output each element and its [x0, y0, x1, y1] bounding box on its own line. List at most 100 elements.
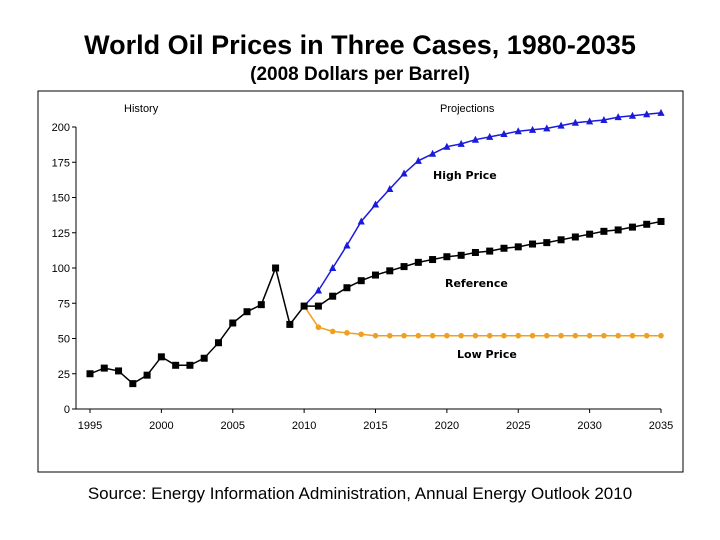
- low-price-point: [544, 332, 550, 339]
- reference-point: [529, 240, 537, 248]
- low-price-point: [601, 332, 607, 339]
- history-point: [86, 370, 94, 378]
- y-tick-label: 150: [52, 193, 70, 205]
- high-price-point: [329, 264, 337, 271]
- low-price-point: [486, 332, 493, 339]
- low-price-line: [303, 305, 661, 337]
- y-tick-label: 125: [52, 228, 70, 240]
- high-price-point: [643, 110, 651, 118]
- low-price-point: [501, 332, 507, 339]
- x-tick-label: 2020: [435, 420, 459, 432]
- high-price-point: [386, 185, 394, 193]
- reference-point: [357, 277, 365, 285]
- history-point: [100, 364, 108, 372]
- reference-point: [343, 284, 351, 292]
- reference-point: [543, 239, 551, 247]
- low-price-point: [643, 332, 650, 339]
- high-price-point: [557, 121, 565, 129]
- history-point: [172, 361, 180, 369]
- low-price-point: [429, 332, 436, 339]
- low-price-point: [444, 332, 450, 339]
- reference-point: [372, 271, 379, 279]
- reference-point: [414, 258, 422, 266]
- high-price-point: [514, 127, 522, 135]
- low-price-point: [458, 332, 464, 339]
- reference-point: [429, 256, 437, 264]
- history-point: [229, 319, 237, 327]
- reference-point: [557, 236, 565, 244]
- reference-point: [586, 230, 594, 238]
- low-price-point: [372, 332, 379, 339]
- projections-label: Projections: [440, 103, 495, 115]
- history-line: [89, 265, 305, 385]
- high-price-point: [314, 286, 322, 294]
- y-tick-label: 200: [52, 122, 70, 134]
- high-price-point: [543, 124, 551, 132]
- high-price-point: [400, 169, 408, 177]
- high-price-point: [443, 142, 451, 150]
- reference-point: [443, 253, 451, 261]
- history-point: [243, 308, 251, 316]
- high-price-point: [414, 156, 422, 164]
- high-price-point: [343, 241, 351, 249]
- low-price-point: [415, 332, 422, 339]
- x-tick-label: 1995: [78, 420, 102, 432]
- chart-title: World Oil Prices in Three Cases, 1980-20…: [84, 30, 636, 60]
- reference-point: [400, 263, 408, 271]
- x-tick-label: 2025: [506, 420, 530, 432]
- low-price-point: [344, 330, 350, 336]
- low-price-point: [558, 332, 564, 339]
- history-point: [143, 371, 151, 379]
- reference-point: [471, 248, 479, 256]
- chart-frame: [37, 90, 684, 473]
- history-point: [257, 301, 265, 309]
- history-label: History: [124, 103, 159, 115]
- x-tick-label: 2030: [577, 420, 601, 432]
- x-tick-label: 2015: [363, 420, 387, 432]
- reference-point: [657, 217, 665, 225]
- reference-point: [643, 220, 651, 228]
- y-tick-label: 75: [58, 298, 70, 310]
- source-note: Source: Energy Information Administratio…: [87, 484, 633, 503]
- reference-point: [571, 233, 579, 241]
- y-tick-label: 25: [58, 369, 70, 381]
- low-price-label: Low Price: [457, 348, 517, 361]
- x-tick-label: 2035: [649, 420, 673, 432]
- high-price-line: [303, 112, 662, 307]
- high-price-point: [657, 108, 665, 116]
- reference-point: [486, 247, 494, 255]
- history-point: [186, 361, 194, 369]
- high-price-point: [600, 115, 608, 123]
- high-price-point: [571, 118, 579, 126]
- high-price-point: [457, 139, 465, 147]
- low-price-point: [629, 332, 636, 339]
- history-point: [157, 353, 165, 361]
- y-tick-label: 0: [64, 404, 70, 416]
- reference-point: [614, 226, 622, 234]
- high-price-point: [528, 125, 537, 133]
- high-price-point: [357, 217, 365, 225]
- high-price-point: [371, 200, 380, 208]
- low-price-point: [572, 332, 579, 339]
- history-point: [272, 264, 280, 272]
- history-point: [129, 380, 137, 388]
- reference-point: [329, 292, 337, 300]
- low-price-point: [658, 332, 664, 339]
- x-tick-label: 2010: [292, 420, 316, 432]
- high-price-point: [500, 130, 508, 138]
- low-price-point: [586, 332, 593, 339]
- history-point: [115, 367, 123, 375]
- low-price-point: [401, 332, 407, 339]
- x-tick-label: 2000: [149, 420, 173, 432]
- reference-point: [386, 267, 394, 275]
- y-tick-label: 175: [52, 157, 70, 169]
- high-price-label: High Price: [433, 169, 497, 182]
- history-point: [286, 320, 294, 328]
- low-price-point: [358, 331, 365, 338]
- history-point: [300, 302, 308, 310]
- low-price-point: [529, 332, 536, 339]
- high-price-point: [471, 135, 480, 143]
- reference-point: [457, 251, 465, 259]
- y-tick-label: 50: [58, 334, 70, 346]
